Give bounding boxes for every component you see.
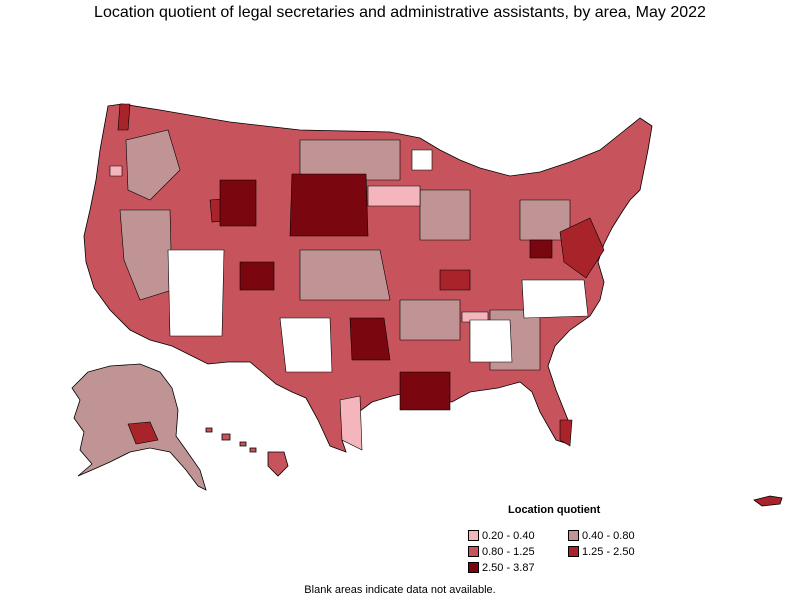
- legend-item-4: 2.50 - 3.87: [468, 562, 535, 576]
- legend-swatch-3: [568, 546, 579, 557]
- legend-title: Location quotient: [508, 504, 601, 516]
- regions-2-50-3-87: [219, 173, 553, 411]
- regions-blank: [167, 149, 589, 373]
- legend-item-2: 0.80 - 1.25: [468, 546, 535, 560]
- legend-item-0: 0.20 - 0.40: [468, 530, 535, 544]
- legend-label-3: 1.25 - 2.50: [582, 546, 635, 558]
- legend-item-1: 0.40 - 0.80: [568, 530, 635, 544]
- legend-label-4: 2.50 - 3.87: [482, 562, 535, 574]
- blank-areas-note: Blank areas indicate data not available.: [304, 584, 496, 596]
- puerto-rico-outline: [753, 495, 783, 507]
- legend-label-0: 0.20 - 0.40: [482, 530, 535, 542]
- legend-swatch-1: [568, 530, 579, 541]
- hawaii-islands: [205, 427, 289, 477]
- legend-label-1: 0.40 - 0.80: [582, 530, 635, 542]
- legend-swatch-4: [468, 562, 479, 573]
- legend-swatch-0: [468, 530, 479, 541]
- legend-item-3: 1.25 - 2.50: [568, 546, 635, 560]
- legend-swatch-2: [468, 546, 479, 557]
- map-title: Location quotient of legal secretaries a…: [94, 4, 706, 21]
- legend-label-2: 0.80 - 1.25: [482, 546, 535, 558]
